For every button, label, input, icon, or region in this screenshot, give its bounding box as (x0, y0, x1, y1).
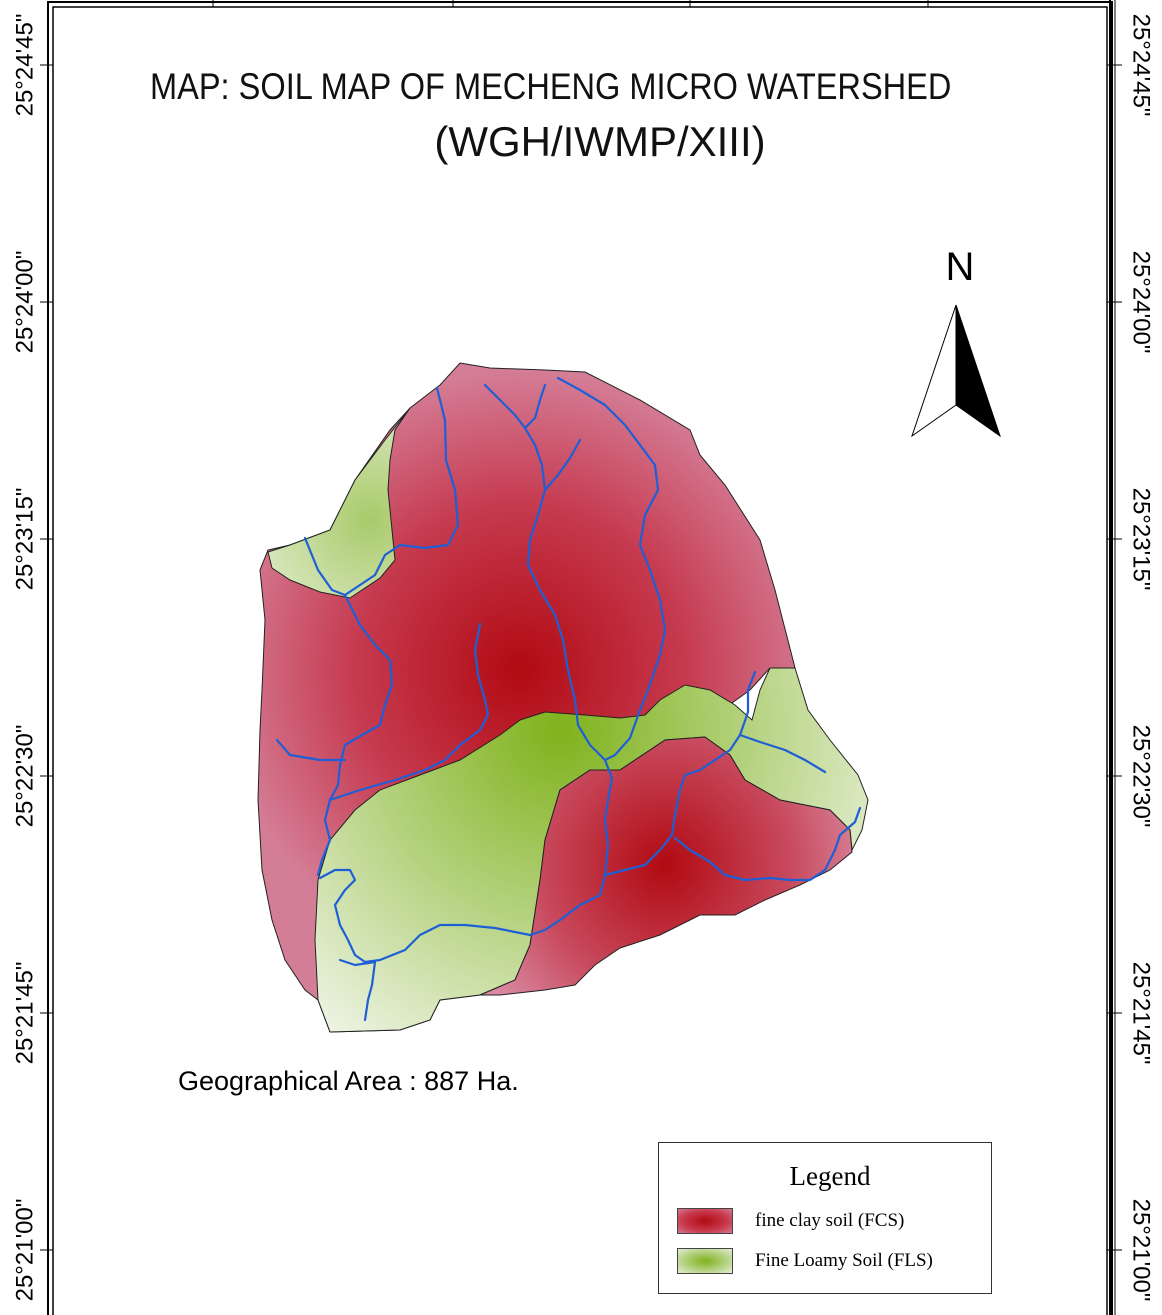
lat-label-right-3: 25°23'15" (1127, 487, 1155, 591)
north-arrow-icon (911, 304, 1001, 438)
lat-label-right-2: 25°24'00" (1127, 250, 1155, 354)
lat-label-right-4: 25°22'30" (1127, 724, 1155, 828)
lat-label-left-6: 25°21'00" (11, 1198, 39, 1302)
legend-item-fcs: fine clay soil (FCS) (677, 1207, 904, 1235)
lat-label-left-5: 25°21'45" (11, 961, 39, 1065)
map-subtitle: (WGH/IWMP/XIII) (434, 118, 766, 165)
lat-label-left-4: 25°22'30" (11, 724, 39, 828)
legend-box: Legend fine clay soil (FCS) Fine Loamy S… (658, 1142, 992, 1294)
map-title: MAP: SOIL MAP OF MECHENG MICRO WATERSHED (150, 66, 952, 107)
legend-label-fls: Fine Loamy Soil (FLS) (755, 1250, 933, 1271)
fls-zone-northwest (267, 407, 411, 599)
north-label: N (945, 245, 975, 289)
top-ticks (212, 0, 929, 7)
geographical-area-text: Geographical Area : 887 Ha. (178, 1066, 519, 1096)
fcs-zone-southeast (479, 736, 853, 996)
legend-label-fcs: fine clay soil (FCS) (755, 1210, 905, 1231)
legend-swatch-fcs (677, 1208, 733, 1234)
neatline (47, 0, 1116, 1315)
lat-label-right-5: 25°21'45" (1127, 961, 1155, 1065)
watershed (257, 362, 869, 1033)
legend-title: Legend (789, 1161, 871, 1191)
stream-network (275, 376, 862, 1022)
legend-swatch-fls (677, 1248, 733, 1274)
lat-label-right-6: 25°21'00" (1127, 1198, 1155, 1302)
legend-item-fls: Fine Loamy Soil (FLS) (677, 1247, 933, 1275)
lat-label-left-3: 25°23'15" (11, 487, 39, 591)
lat-label-right-1: 25°24'45" (1127, 13, 1155, 117)
lat-label-left-1: 25°24'45" (11, 13, 39, 117)
side-ticks (40, 64, 1122, 1251)
lat-label-left-2: 25°24'00" (11, 250, 39, 354)
